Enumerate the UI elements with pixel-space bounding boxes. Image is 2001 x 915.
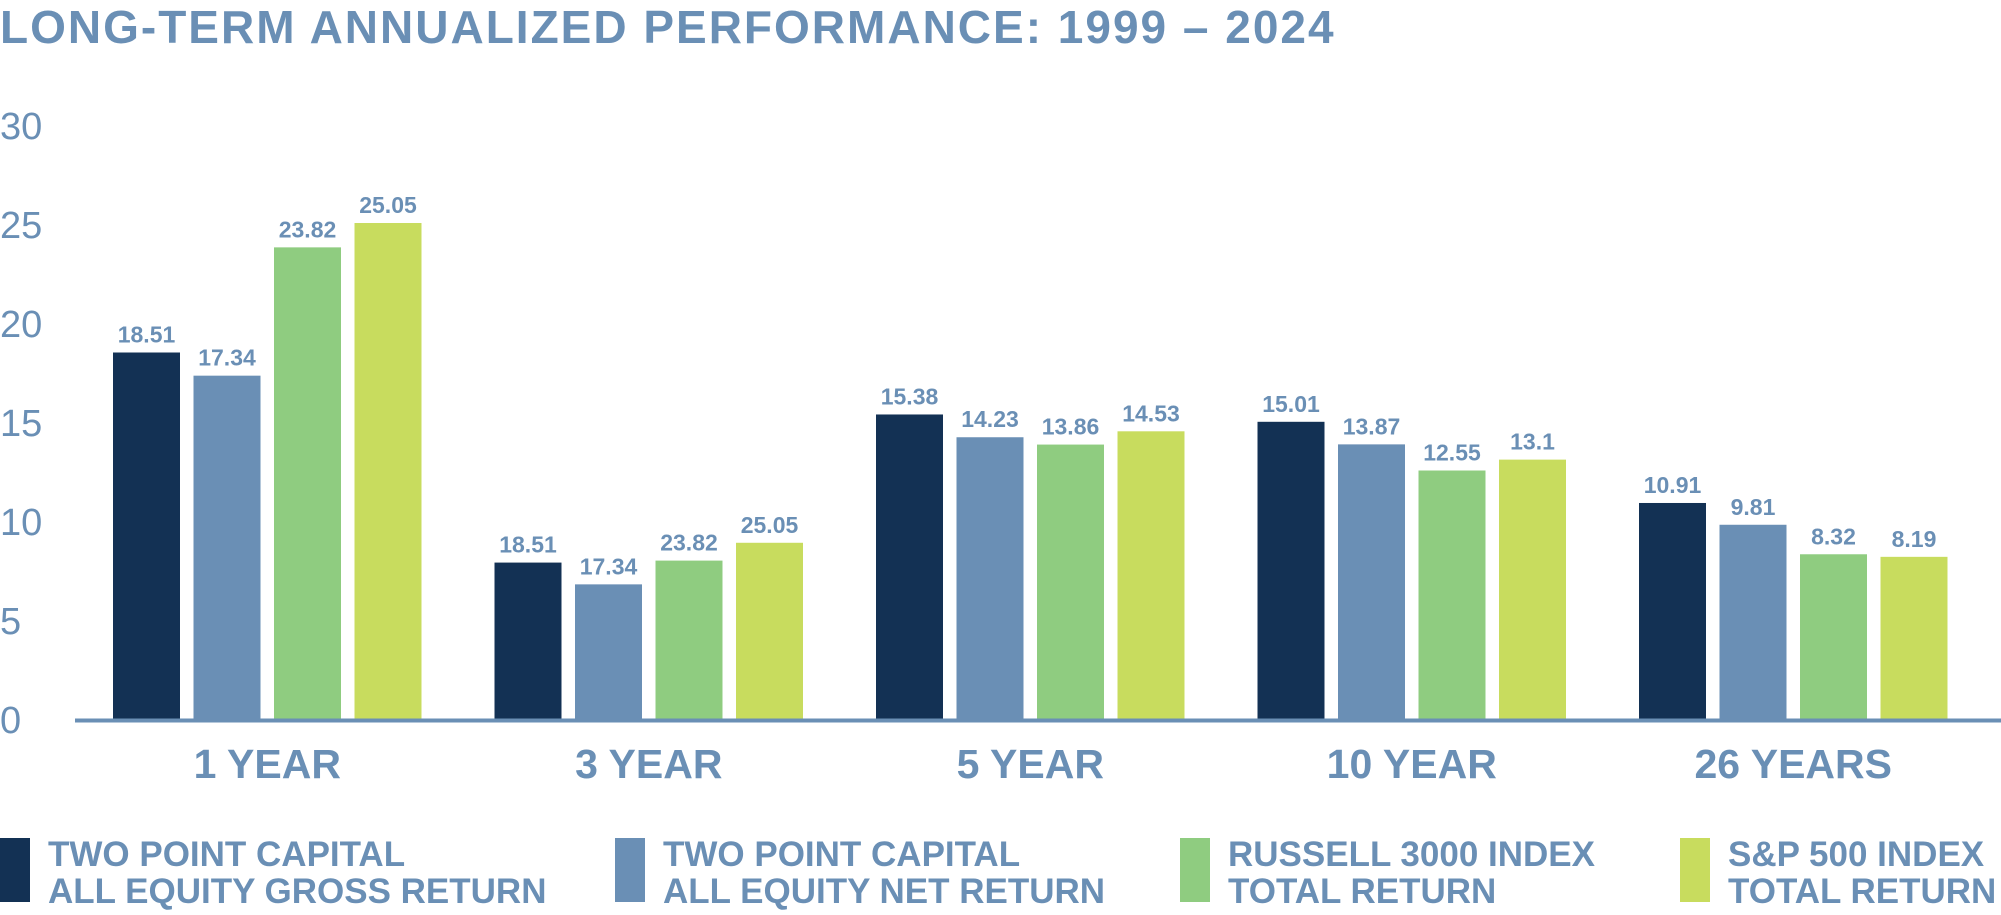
bar-value-label: 17.34	[580, 553, 638, 579]
bar-value-label: 23.82	[279, 216, 337, 242]
legend-swatch-sp-500	[1680, 838, 1710, 902]
x-axis-labels: 1 YEAR 3 YEAR 5 YEAR 10 YEAR 26 YEARS	[194, 741, 1892, 787]
legend-label-sp-500: S&P 500 INDEX TOTAL RETURN	[1728, 836, 1996, 910]
x-category-label: 3 YEAR	[575, 741, 722, 787]
legend-line-2: ALL EQUITY GROSS RETURN	[48, 872, 547, 911]
bar-value-label: 15.01	[1262, 391, 1320, 417]
bar	[1880, 556, 1948, 719]
bar	[193, 375, 261, 719]
legend-item-net-return: TWO POINT CAPITAL ALL EQUITY NET RETURN	[615, 836, 1145, 910]
y-tick-label: 15	[0, 403, 42, 445]
bar	[876, 414, 943, 719]
bar-value-label: 15.38	[881, 383, 939, 409]
bar-value-label: 25.05	[741, 512, 799, 538]
legend-label-net-return: TWO POINT CAPITAL ALL EQUITY NET RETURN	[663, 836, 1105, 910]
bar	[1499, 459, 1566, 719]
y-tick-label: 30	[0, 106, 42, 148]
bar-value-label: 13.87	[1343, 413, 1401, 439]
legend-line-2: ALL EQUITY NET RETURN	[663, 872, 1106, 911]
bar-value-label: 8.19	[1892, 526, 1937, 552]
legend-item-russell-3000: RUSSELL 3000 INDEX TOTAL RETURN	[1180, 836, 1620, 910]
legend-item-gross-return: TWO POINT CAPITAL ALL EQUITY GROSS RETUR…	[0, 836, 560, 910]
bar	[1037, 444, 1104, 719]
bar-chart: 0 5 10 15 20 25 30 18.51 17.34 23.82 25.05 18.51 17…	[0, 106, 2001, 787]
bar-value-label: 23.82	[660, 530, 718, 556]
bar-value-label: 18.51	[499, 532, 557, 558]
x-category-label: 5 YEAR	[957, 741, 1104, 787]
legend-line-2: TOTAL RETURN	[1228, 872, 1497, 911]
bar	[494, 562, 562, 719]
legend-line-1: S&P 500 INDEX	[1728, 835, 1985, 874]
bar	[1117, 431, 1185, 719]
y-tick-label: 10	[0, 502, 42, 544]
legend-swatch-gross-return	[0, 838, 30, 902]
legend-item-sp-500: S&P 500 INDEX TOTAL RETURN	[1680, 836, 1996, 910]
bar	[575, 584, 642, 719]
value-labels: 18.51 17.34 23.82 25.05 18.51 17.34 23.82 25.05…	[118, 192, 1937, 579]
bar	[1257, 421, 1325, 719]
bar-value-label: 13.1	[1510, 429, 1555, 455]
bar-value-label: 14.53	[1122, 400, 1180, 426]
bar	[655, 560, 723, 719]
chart-title: LONG-TERM ANNUALIZED PERFORMANCE: 1999 –…	[0, 1, 1336, 53]
bar	[736, 542, 803, 719]
bar-value-label: 8.32	[1811, 523, 1856, 549]
y-tick-label: 25	[0, 205, 42, 247]
legend-line-2: TOTAL RETURN	[1728, 872, 1997, 911]
legend-label-gross-return: TWO POINT CAPITAL ALL EQUITY GROSS RETUR…	[48, 836, 546, 910]
bar	[354, 223, 422, 719]
bars	[113, 223, 1948, 719]
y-tick-label: 0	[0, 700, 21, 742]
bar-value-label: 9.81	[1731, 494, 1776, 520]
y-axis-ticks: 0 5 10 15 20 25 30	[0, 106, 42, 742]
bar	[113, 352, 180, 719]
bar	[1418, 470, 1486, 719]
bar-value-label: 12.55	[1423, 440, 1481, 466]
bar	[1338, 444, 1405, 719]
bar-value-label: 10.91	[1644, 472, 1702, 498]
bar-value-label: 13.86	[1042, 414, 1100, 440]
bar	[1719, 524, 1787, 719]
y-tick-label: 20	[0, 304, 42, 346]
legend-swatch-russell-3000	[1180, 838, 1210, 902]
x-category-label: 26 YEARS	[1694, 741, 1892, 787]
x-category-label: 1 YEAR	[194, 741, 341, 787]
legend-line-1: RUSSELL 3000 INDEX	[1228, 835, 1595, 874]
bar-value-label: 14.23	[961, 406, 1019, 432]
bar-value-label: 17.34	[198, 345, 256, 371]
bar	[956, 437, 1024, 719]
x-category-label: 10 YEAR	[1327, 741, 1497, 787]
y-tick-label: 5	[0, 601, 21, 643]
bar	[1800, 554, 1867, 719]
legend-line-1: TWO POINT CAPITAL	[663, 835, 1021, 874]
legend-label-russell-3000: RUSSELL 3000 INDEX TOTAL RETURN	[1228, 836, 1595, 910]
bar-value-label: 18.51	[118, 322, 176, 348]
bar	[1639, 502, 1706, 719]
legend-swatch-net-return	[615, 838, 645, 902]
bar-value-label: 25.05	[359, 192, 417, 218]
legend-line-1: TWO POINT CAPITAL	[48, 835, 406, 874]
bar	[274, 247, 341, 719]
